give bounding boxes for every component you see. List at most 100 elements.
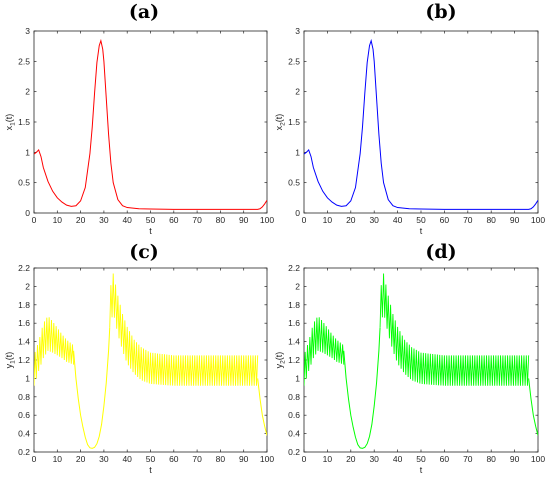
series-smooth-d-0 xyxy=(343,327,381,449)
y-tick-label: 2.5 xyxy=(18,56,30,66)
y-axis-label: x1(t) xyxy=(4,114,17,131)
y-tick-label: 0.8 xyxy=(18,392,30,402)
panel-title-a: (a) xyxy=(129,1,159,23)
x-tick-label: 40 xyxy=(122,215,132,225)
x-tick-label: 50 xyxy=(146,215,156,225)
y-tick-label: 1 xyxy=(25,373,30,383)
y-tick-label: 1 xyxy=(25,147,30,157)
series-line-b xyxy=(304,38,538,210)
y-tick-label: 0.8 xyxy=(288,392,300,402)
y-axis-label-main: x xyxy=(274,125,284,130)
subplot-c: (c)0 10 20 30 40 50 60 70 80 90 1000.20.40.60.811.… xyxy=(4,241,274,475)
y-tick-label: 1.5 xyxy=(288,117,300,127)
y-axis-label-tail: (t) xyxy=(4,352,14,361)
y-tick-label: 0 xyxy=(25,208,30,218)
y-tick-label: 1.6 xyxy=(288,318,300,328)
x-tick-label: 60 xyxy=(169,215,179,225)
series-oscillation-c-0 xyxy=(34,317,75,386)
y-tick-label: 1.8 xyxy=(288,300,300,310)
y-tick-label: 1.6 xyxy=(18,318,30,328)
x-tick-label: 100 xyxy=(260,215,274,225)
y-tick-label: 2.2 xyxy=(288,263,300,273)
x-tick-label: 60 xyxy=(440,215,450,225)
x-tick-label: 20 xyxy=(346,454,356,464)
y-axis-label: x2(t) xyxy=(274,114,287,131)
y-tick-label: 1 xyxy=(295,147,300,157)
x-tick-label: 100 xyxy=(531,454,545,464)
series-smooth-c-0 xyxy=(73,327,111,449)
y-tick-label: 3 xyxy=(295,26,300,36)
subplot-b: (b)0 10 20 30 40 50 60 70 80 90 10000.511.522.53tx… xyxy=(274,1,545,236)
x-axis-label: t xyxy=(149,226,152,236)
x-tick-label: 80 xyxy=(216,215,226,225)
y-tick-label: 1.2 xyxy=(18,355,30,365)
x-tick-label: 80 xyxy=(486,454,496,464)
x-tick-label: 50 xyxy=(416,215,426,225)
y-axis-label-sub: 1 xyxy=(10,360,17,364)
x-tick-label: 0 xyxy=(302,454,307,464)
y-axis-label-sub: 1 xyxy=(10,122,17,126)
y-tick-label: 2 xyxy=(25,87,30,97)
x-tick-label: 90 xyxy=(239,215,249,225)
x-tick-label: 10 xyxy=(323,454,333,464)
x-tick-label: 60 xyxy=(169,454,179,464)
y-tick-label: 0 xyxy=(295,208,300,218)
panel-title-c: (c) xyxy=(129,241,159,263)
panel-title-d: (d) xyxy=(425,241,456,263)
y-tick-label: 1.5 xyxy=(18,117,30,127)
x-tick-label: 10 xyxy=(53,215,63,225)
y-tick-label: 0.5 xyxy=(18,178,30,188)
x-tick-label: 20 xyxy=(76,215,86,225)
y-tick-label: 1 xyxy=(295,373,300,383)
y-tick-label: 2 xyxy=(295,281,300,291)
y-tick-label: 2 xyxy=(25,281,30,291)
y-tick-label: 0.4 xyxy=(18,429,30,439)
plot-frame-a xyxy=(33,30,268,214)
y-tick-label: 0.2 xyxy=(18,447,30,457)
x-tick-label: 80 xyxy=(486,215,496,225)
y-tick-label: 0.4 xyxy=(288,429,300,439)
subplot-a: (a)0 10 20 30 40 50 60 70 80 90 10000.511.522.53tx… xyxy=(4,1,274,236)
x-tick-label: 0 xyxy=(32,454,37,464)
y-axis-label-main: x xyxy=(4,125,14,130)
x-tick-label: 30 xyxy=(369,215,379,225)
x-tick-label: 90 xyxy=(510,454,520,464)
x-tick-label: 40 xyxy=(122,454,132,464)
y-tick-label: 0.6 xyxy=(18,410,30,420)
x-axis-label: t xyxy=(420,226,423,236)
y-axis-label-tail: (t) xyxy=(274,352,284,361)
y-tick-label: 1.4 xyxy=(288,337,300,347)
y-axis-label-sub: 2 xyxy=(280,122,287,126)
series-smooth-c-1 xyxy=(257,378,267,436)
y-tick-label: 2.2 xyxy=(18,263,30,273)
x-tick-label: 30 xyxy=(99,215,109,225)
panel-title-b: (b) xyxy=(425,1,456,23)
x-tick-label: 30 xyxy=(99,454,109,464)
x-tick-label: 0 xyxy=(302,215,307,225)
y-tick-label: 2.5 xyxy=(288,56,300,66)
x-tick-label: 10 xyxy=(53,454,63,464)
x-tick-label: 60 xyxy=(440,454,450,464)
y-axis-label: y2(t) xyxy=(274,352,287,369)
series-oscillation-d-1 xyxy=(379,273,530,386)
x-tick-label: 90 xyxy=(510,215,520,225)
y-tick-label: 0.6 xyxy=(288,410,300,420)
series-oscillation-d-0 xyxy=(304,317,345,386)
y-tick-label: 1.4 xyxy=(18,337,30,347)
x-tick-label: 20 xyxy=(76,454,86,464)
x-tick-label: 70 xyxy=(192,454,202,464)
y-tick-label: 2 xyxy=(295,87,300,97)
series-oscillation-c-1 xyxy=(109,273,259,386)
y-axis-label-tail: (t) xyxy=(274,114,284,123)
x-tick-label: 90 xyxy=(239,454,249,464)
x-tick-label: 10 xyxy=(323,215,333,225)
x-tick-label: 0 xyxy=(32,215,37,225)
y-axis-label-tail: (t) xyxy=(4,114,14,123)
x-tick-label: 70 xyxy=(463,454,473,464)
y-axis-label-sub: 2 xyxy=(280,360,287,364)
plot-frame-b xyxy=(303,30,539,214)
subplot-d: (d) 0 10 20 30 40 50 60 70 80 90 100 0.2 0.4 0.6 0.8 1 1.… xyxy=(274,241,545,475)
y-axis-label-main: y xyxy=(274,363,284,368)
x-tick-label: 50 xyxy=(146,454,156,464)
